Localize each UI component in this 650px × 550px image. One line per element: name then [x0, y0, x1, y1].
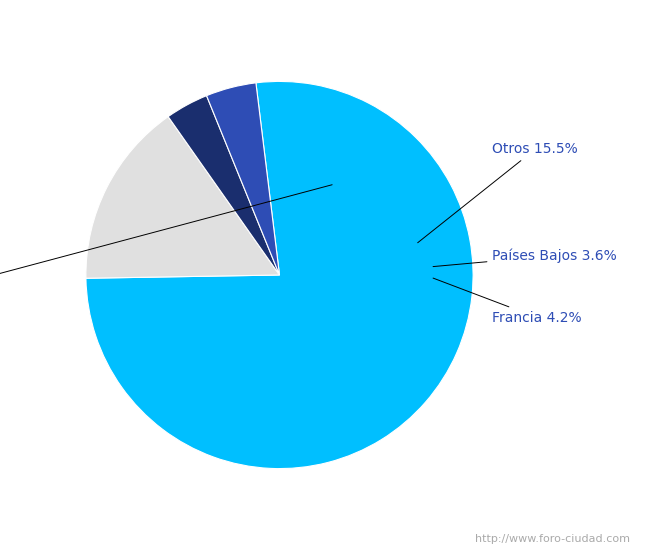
- Text: Aroche - Turistas extranjeros según país - Agosto de 2024: Aroche - Turistas extranjeros según país…: [51, 10, 599, 26]
- Wedge shape: [86, 81, 473, 469]
- Text: Otros 15.5%: Otros 15.5%: [418, 142, 578, 243]
- Text: Portugal 76.6%: Portugal 76.6%: [0, 185, 332, 298]
- Wedge shape: [86, 117, 280, 278]
- Text: http://www.foro-ciudad.com: http://www.foro-ciudad.com: [476, 535, 630, 544]
- Text: Países Bajos 3.6%: Países Bajos 3.6%: [433, 249, 618, 267]
- Wedge shape: [207, 83, 280, 275]
- Wedge shape: [168, 96, 280, 275]
- Text: Francia 4.2%: Francia 4.2%: [433, 278, 582, 324]
